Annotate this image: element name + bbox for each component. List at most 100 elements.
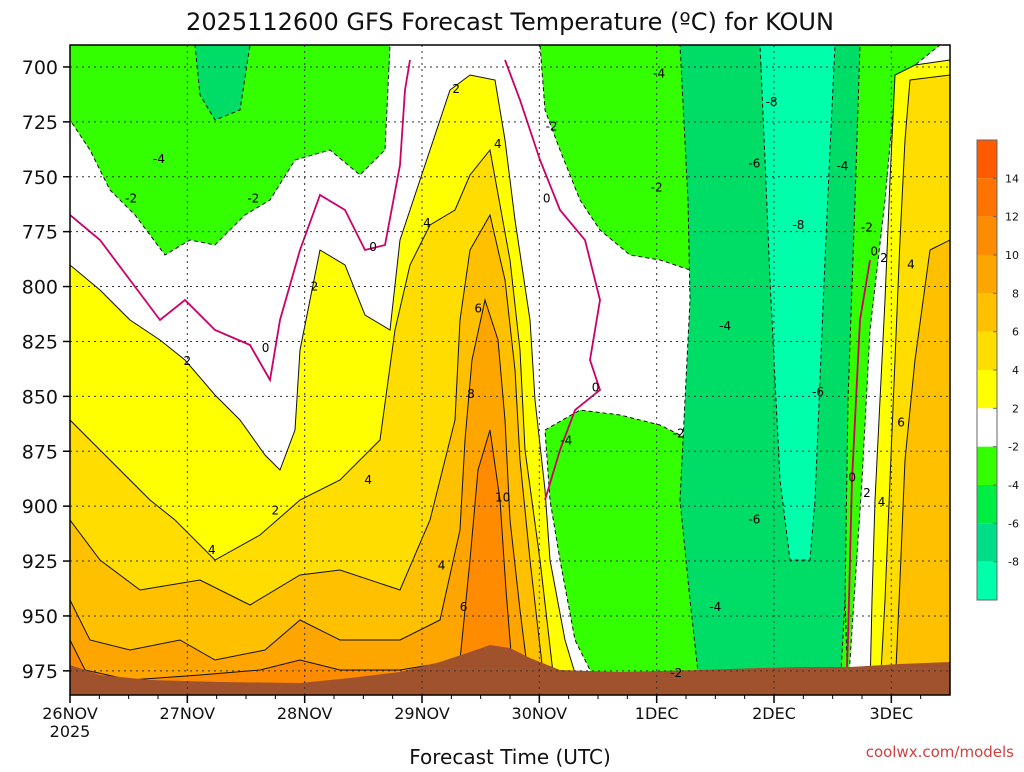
contour-label: -2: [125, 192, 137, 206]
contour-label: -4: [653, 67, 665, 81]
colorbar-swatch: [977, 561, 997, 600]
contour-label: 6: [897, 416, 905, 430]
contour-label: 4: [208, 543, 216, 557]
x-tick-label: 27NOV: [160, 704, 216, 723]
y-tick-label: 975: [22, 661, 58, 683]
contour-label: 2: [311, 280, 319, 294]
x-tick-label: 1DEC: [635, 704, 679, 723]
colorbar-label: 10: [1005, 249, 1019, 262]
contour-label: 6: [460, 600, 468, 614]
contour-label: -6: [748, 157, 760, 171]
contour-labels: -4-2 -20022244424681046-200-4-4-2-2-4-6-8…: [125, 67, 915, 680]
contour-label: 0: [592, 381, 600, 395]
contour-label: 0: [543, 192, 551, 206]
colorbar-label: 6: [1012, 326, 1019, 339]
contour-label: 2: [452, 82, 460, 96]
contour-label: -2: [651, 181, 663, 195]
colorbar-label: 14: [1005, 172, 1019, 185]
colorbar-swatch: [977, 523, 997, 562]
colorbar-swatch: [977, 446, 997, 485]
contour-label: -2: [247, 192, 259, 206]
y-tick-label: 825: [22, 331, 58, 353]
contour-label: 8: [467, 387, 475, 401]
zero-contour-1: [70, 59, 411, 383]
contour-label: -2: [546, 119, 558, 133]
contour-label: 2: [184, 354, 192, 368]
colorbar-label: -4: [1008, 479, 1019, 492]
colorbar: 14 12 10 8 6 4 2 -2 -4 -6 -8: [976, 139, 1019, 601]
contour-label: 4: [907, 258, 915, 272]
contour-label: -8: [792, 218, 804, 232]
y-tick-label: 800: [22, 277, 58, 299]
y-tick-label: 875: [22, 441, 58, 463]
contour-label: 2: [272, 504, 280, 518]
x-axis-label: Forecast Time (UTC): [409, 745, 611, 768]
colorbar-label: 12: [1005, 211, 1019, 224]
y-axis: 700 725 750 775 800 825 850 875 900 925 950 975: [22, 57, 70, 683]
y-tick-label: 700: [22, 57, 58, 79]
contour-label: 0: [848, 471, 856, 485]
field-cold-core: [759, 45, 836, 561]
contour-label: -4: [153, 152, 165, 166]
colorbar-label: 2: [1012, 402, 1019, 415]
contour-label: 4: [494, 137, 502, 151]
contour-label: 0: [870, 244, 878, 258]
x-tick-label: 30NOV: [512, 704, 568, 723]
x-tick-label: 28NOV: [277, 704, 333, 723]
x-tick-label: 26NOV: [42, 704, 98, 723]
credit-text: coolwx.com/models: [866, 743, 1014, 761]
y-tick-label: 925: [22, 551, 58, 573]
field-cold-early-core: [194, 45, 251, 121]
y-tick-label: 900: [22, 496, 58, 518]
colorbar-swatch: [977, 408, 997, 447]
colorbar-swatch: [977, 331, 997, 370]
x-tick-label: 3DEC: [869, 704, 913, 723]
colorbar-label: 4: [1012, 364, 1019, 377]
contour-label: 2: [863, 486, 871, 500]
contour-label: 2: [880, 251, 888, 265]
field-cold-early: [70, 45, 391, 256]
contour-label: -2: [673, 427, 685, 441]
y-tick-label: 850: [22, 386, 58, 408]
colorbar-label: -2: [1008, 441, 1019, 454]
y-tick-label: 725: [22, 112, 58, 134]
colorbar-swatch: [977, 178, 997, 217]
contour-label: 4: [438, 558, 446, 572]
contour-label: -4: [719, 319, 731, 333]
contour-label: 0: [369, 240, 377, 254]
x-tick-label: 2DEC: [752, 704, 796, 723]
chart-title: 2025112600 GFS Forecast Temperature (ºC)…: [186, 8, 834, 36]
contour-label: -6: [812, 385, 824, 399]
contour-label: 10: [495, 490, 510, 504]
x-tick-sublabel: 2025: [50, 722, 91, 741]
colorbar-swatch: [977, 293, 997, 332]
colorbar-swatch: [977, 255, 997, 294]
contour-label: 4: [878, 495, 886, 509]
field-hot-late: [894, 239, 950, 691]
contour-label: -2: [670, 666, 682, 680]
contour-label: 6: [474, 302, 482, 316]
zero-contour-2: [504, 59, 602, 501]
zero-contour-3: [845, 259, 871, 691]
colorbar-swatch: [977, 216, 997, 255]
contour-label: -4: [560, 433, 572, 447]
contour-label: -4: [836, 159, 848, 173]
terrain: [70, 645, 950, 695]
contour-label: -6: [748, 512, 760, 526]
colorbar-label: -6: [1008, 517, 1019, 530]
colorbar-label: -8: [1008, 556, 1019, 569]
contour-label: 4: [364, 473, 372, 487]
colorbar-swatch: [977, 140, 997, 179]
contour-label: 0: [262, 341, 270, 355]
temperature-field: [70, 45, 950, 695]
contour-label: -2: [861, 220, 873, 234]
y-tick-label: 750: [22, 167, 58, 189]
y-tick-label: 950: [22, 606, 58, 628]
colorbar-label: 8: [1012, 287, 1019, 300]
contour-label: -8: [766, 95, 778, 109]
contour-label: -4: [709, 600, 721, 614]
x-tick-label: 29NOV: [394, 704, 450, 723]
